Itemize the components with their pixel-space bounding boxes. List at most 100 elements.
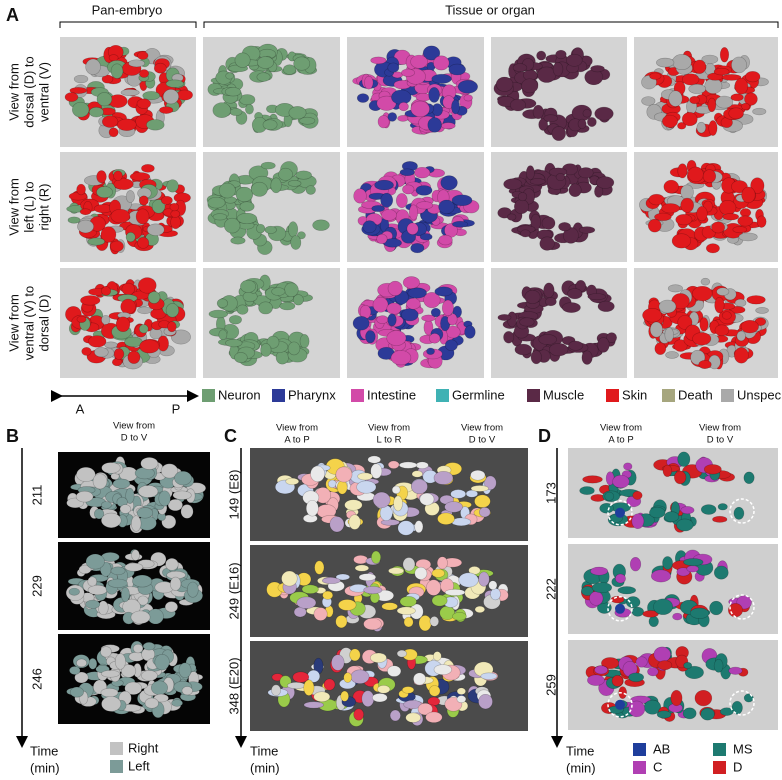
cell (407, 287, 427, 299)
cell (120, 89, 140, 97)
cell (137, 236, 150, 249)
cell (349, 648, 361, 662)
cell (731, 56, 747, 74)
cell (713, 565, 729, 580)
cell (614, 573, 626, 584)
cell (235, 186, 254, 203)
cell (228, 315, 242, 325)
cell (406, 222, 419, 235)
cell (654, 212, 672, 221)
cell (648, 193, 665, 206)
time-label: (min) (30, 760, 60, 775)
cell (686, 565, 699, 573)
row-label: 246 (29, 668, 44, 690)
time-label: Time (250, 743, 278, 758)
cell (457, 79, 478, 94)
cell (430, 307, 441, 318)
cell (700, 277, 711, 286)
cell (356, 93, 370, 103)
cell (142, 641, 156, 651)
cell (377, 115, 390, 129)
row-label: 211 (29, 485, 44, 506)
cell (113, 348, 125, 360)
cell (212, 102, 231, 119)
cell (647, 667, 659, 677)
cell (474, 494, 491, 508)
cell (565, 53, 583, 67)
cell (438, 199, 455, 214)
cell (130, 610, 151, 624)
cell (256, 72, 271, 82)
cell (96, 186, 113, 199)
cell (97, 600, 109, 616)
cell (561, 302, 581, 313)
cell (114, 653, 126, 670)
cell (513, 199, 529, 215)
cell (514, 343, 533, 356)
cell (381, 602, 398, 611)
cell (140, 457, 159, 470)
cell (85, 599, 101, 609)
cell (101, 74, 114, 84)
row-label: View from (6, 63, 21, 121)
cell (161, 195, 173, 205)
cell (353, 188, 367, 204)
cell (357, 472, 373, 481)
cell (119, 504, 132, 514)
cell (87, 584, 108, 596)
legend-swatch (662, 389, 675, 402)
cell (674, 470, 687, 485)
cell (675, 214, 693, 226)
cell (405, 712, 422, 723)
cell (353, 708, 365, 721)
cell (673, 339, 688, 352)
cell (279, 301, 296, 311)
cell (676, 518, 694, 532)
cell (313, 607, 328, 621)
cell (131, 549, 140, 561)
cell (127, 350, 141, 364)
cell (171, 699, 184, 707)
cell (721, 74, 742, 81)
cell (136, 98, 151, 109)
cell (661, 203, 680, 214)
cell (756, 215, 767, 228)
cell (663, 179, 679, 194)
cell (450, 489, 467, 499)
cell (577, 118, 587, 129)
cell (740, 319, 759, 334)
cell (716, 287, 730, 296)
cell (323, 678, 336, 691)
cell (110, 208, 131, 224)
cell (153, 693, 169, 703)
cell (451, 194, 473, 206)
cell (568, 183, 582, 198)
cell (733, 506, 745, 520)
cell (74, 671, 89, 684)
cell (497, 314, 512, 321)
cell (224, 87, 242, 97)
cell (610, 595, 625, 604)
cell (297, 231, 306, 240)
highlight-circle (607, 500, 633, 526)
cell (172, 490, 192, 500)
ab-cell (615, 507, 625, 518)
cell (641, 96, 656, 106)
cell (517, 192, 528, 202)
cell (344, 499, 363, 511)
legend-label: AB (653, 741, 670, 756)
cell (125, 190, 135, 203)
cell (295, 170, 312, 180)
cell (170, 210, 181, 218)
cell (234, 352, 248, 364)
cell (411, 479, 428, 495)
cell (671, 233, 692, 249)
cell (734, 298, 747, 307)
cell (389, 709, 401, 722)
cell (555, 173, 566, 182)
cell (447, 313, 458, 326)
cell (396, 649, 407, 658)
cell (422, 45, 441, 61)
cell (340, 690, 349, 702)
cell (676, 567, 691, 577)
